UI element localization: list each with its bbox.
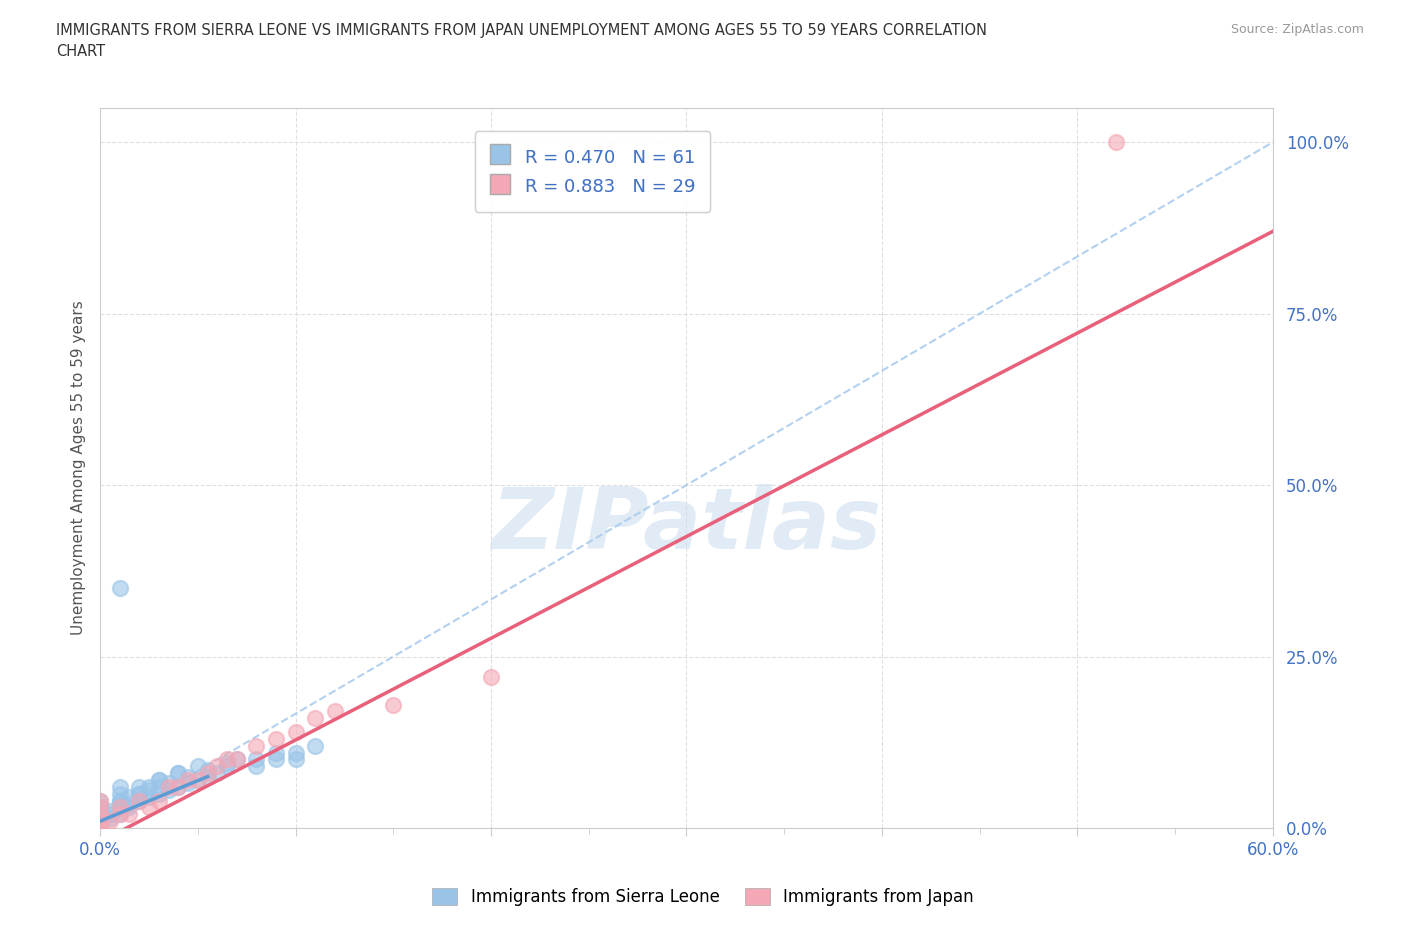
Point xyxy=(264,752,287,767)
Point xyxy=(98,807,121,822)
Point xyxy=(245,752,267,767)
Point xyxy=(197,763,219,777)
Point xyxy=(89,820,111,835)
Point xyxy=(118,807,141,822)
Point xyxy=(108,779,131,794)
Point xyxy=(382,698,405,712)
Point xyxy=(128,793,150,808)
Point xyxy=(89,814,111,829)
Point xyxy=(138,800,160,815)
Point xyxy=(98,804,121,818)
Point xyxy=(323,704,346,719)
Text: IMMIGRANTS FROM SIERRA LEONE VS IMMIGRANTS FROM JAPAN UNEMPLOYMENT AMONG AGES 55: IMMIGRANTS FROM SIERRA LEONE VS IMMIGRAN… xyxy=(56,23,987,60)
Point xyxy=(89,800,111,815)
Point xyxy=(89,817,111,832)
Point xyxy=(89,807,111,822)
Point xyxy=(89,793,111,808)
Point xyxy=(118,790,141,804)
Point xyxy=(1105,135,1128,150)
Point xyxy=(187,759,209,774)
Point xyxy=(148,786,170,801)
Point xyxy=(89,820,111,835)
Point xyxy=(98,810,121,825)
Point xyxy=(89,810,111,825)
Point xyxy=(167,779,190,794)
Point xyxy=(226,752,249,767)
Point xyxy=(167,779,190,794)
Point xyxy=(148,779,170,794)
Point xyxy=(128,793,150,808)
Point xyxy=(138,779,160,794)
Point xyxy=(197,765,219,780)
Point xyxy=(118,800,141,815)
Point xyxy=(89,800,111,815)
Point xyxy=(245,759,267,774)
Y-axis label: Unemployment Among Ages 55 to 59 years: Unemployment Among Ages 55 to 59 years xyxy=(72,300,86,635)
Point xyxy=(108,786,131,801)
Point xyxy=(217,759,239,774)
Point xyxy=(89,804,111,818)
Point xyxy=(177,776,200,790)
Point xyxy=(207,759,229,774)
Point xyxy=(89,807,111,822)
Point xyxy=(89,820,111,835)
Point xyxy=(108,807,131,822)
Point xyxy=(89,820,111,835)
Point xyxy=(167,765,190,780)
Point xyxy=(108,800,131,815)
Legend: Immigrants from Sierra Leone, Immigrants from Japan: Immigrants from Sierra Leone, Immigrants… xyxy=(426,881,980,912)
Point xyxy=(226,752,249,767)
Point xyxy=(167,765,190,780)
Point xyxy=(197,769,219,784)
Point xyxy=(479,670,502,684)
Point xyxy=(177,769,200,784)
Point xyxy=(98,814,121,829)
Point xyxy=(304,738,326,753)
Point xyxy=(138,790,160,804)
Point xyxy=(187,773,209,788)
Point xyxy=(108,793,131,808)
Legend: R = 0.470   N = 61, R = 0.883   N = 29: R = 0.470 N = 61, R = 0.883 N = 29 xyxy=(475,131,710,212)
Text: ZIPatlas: ZIPatlas xyxy=(491,485,882,567)
Point xyxy=(89,807,111,822)
Point xyxy=(245,738,267,753)
Point xyxy=(187,773,209,788)
Point xyxy=(217,755,239,770)
Point xyxy=(89,817,111,832)
Point xyxy=(264,745,287,760)
Point xyxy=(157,776,180,790)
Point xyxy=(89,820,111,835)
Point xyxy=(148,773,170,788)
Point xyxy=(157,779,180,794)
Point xyxy=(108,580,131,595)
Point xyxy=(89,800,111,815)
Point xyxy=(207,765,229,780)
Point xyxy=(217,752,239,767)
Point xyxy=(89,814,111,829)
Point xyxy=(264,731,287,746)
Point xyxy=(177,773,200,788)
Point xyxy=(284,745,307,760)
Point xyxy=(157,783,180,798)
Text: Source: ZipAtlas.com: Source: ZipAtlas.com xyxy=(1230,23,1364,36)
Point xyxy=(108,793,131,808)
Point xyxy=(89,814,111,829)
Point xyxy=(284,752,307,767)
Point xyxy=(148,773,170,788)
Point xyxy=(108,800,131,815)
Point xyxy=(89,793,111,808)
Point xyxy=(128,779,150,794)
Point xyxy=(148,793,170,808)
Point xyxy=(128,786,150,801)
Point xyxy=(304,711,326,725)
Point xyxy=(284,724,307,739)
Point xyxy=(108,807,131,822)
Point xyxy=(138,783,160,798)
Point xyxy=(128,786,150,801)
Point xyxy=(118,797,141,812)
Point xyxy=(89,817,111,832)
